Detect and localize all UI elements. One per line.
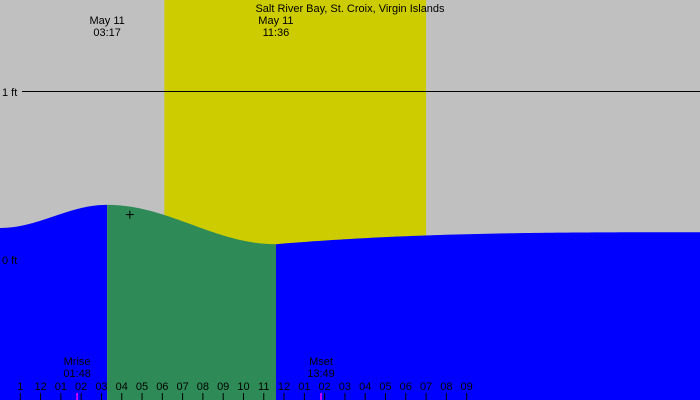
tide-date-label: May 11 <box>258 15 293 27</box>
moon-event-time: 13:49 <box>307 368 335 380</box>
tide-area-night-before-high <box>0 204 108 400</box>
x-tick-label: 03 <box>339 381 351 393</box>
x-tick-label: 08 <box>197 381 209 393</box>
chart-title: Salt River Bay, St. Croix, Virgin Island… <box>255 3 445 15</box>
moon-event-label: Mrise <box>64 356 91 368</box>
x-tick-label: 02 <box>75 381 87 393</box>
moon-event-time: 01:48 <box>63 368 91 380</box>
moon-event-label: Mset <box>309 356 333 368</box>
x-tick-label: 1 <box>17 381 23 393</box>
tide-time-label: 03:17 <box>93 27 121 39</box>
x-tick-label: 06 <box>156 381 168 393</box>
tide-area-high-to-low <box>107 204 276 400</box>
x-tick-label: 01 <box>55 381 67 393</box>
x-tick-label: 11 <box>258 381 269 393</box>
tide-time-label: 11:36 <box>263 27 290 39</box>
x-tick-label: 05 <box>379 381 391 393</box>
x-tick-label: 07 <box>176 381 188 393</box>
x-tick-label: 09 <box>461 381 473 393</box>
crosshair-cursor <box>125 210 134 219</box>
x-tick-label: 01 <box>298 381 310 393</box>
x-tick-label: 03 <box>95 381 107 393</box>
x-tick-label: 10 <box>237 381 249 393</box>
x-tick-label: 04 <box>116 381 128 393</box>
x-tick-label: 12 <box>278 381 290 393</box>
x-tick-label: 02 <box>319 381 331 393</box>
x-tick-label: 07 <box>420 381 432 393</box>
x-tick-label: 09 <box>217 381 229 393</box>
tide-areas <box>0 204 700 400</box>
x-tick-label: 06 <box>400 381 412 393</box>
y-tick-label-1ft: 1 ft <box>2 87 17 99</box>
x-tick-label: 05 <box>136 381 148 393</box>
x-tick-label: 04 <box>359 381 371 393</box>
x-axis: 1 12 01 02 03 04 05 06 07 08 09 10 11 12 01 02 03 04 05 06 0… <box>17 381 473 400</box>
tide-date-label: May 11 <box>89 15 124 27</box>
x-tick-label: 12 <box>34 381 46 393</box>
x-tick-label: 08 <box>440 381 452 393</box>
tide-area-after-low <box>275 232 700 400</box>
y-tick-label-0ft: 0 ft <box>2 255 17 267</box>
